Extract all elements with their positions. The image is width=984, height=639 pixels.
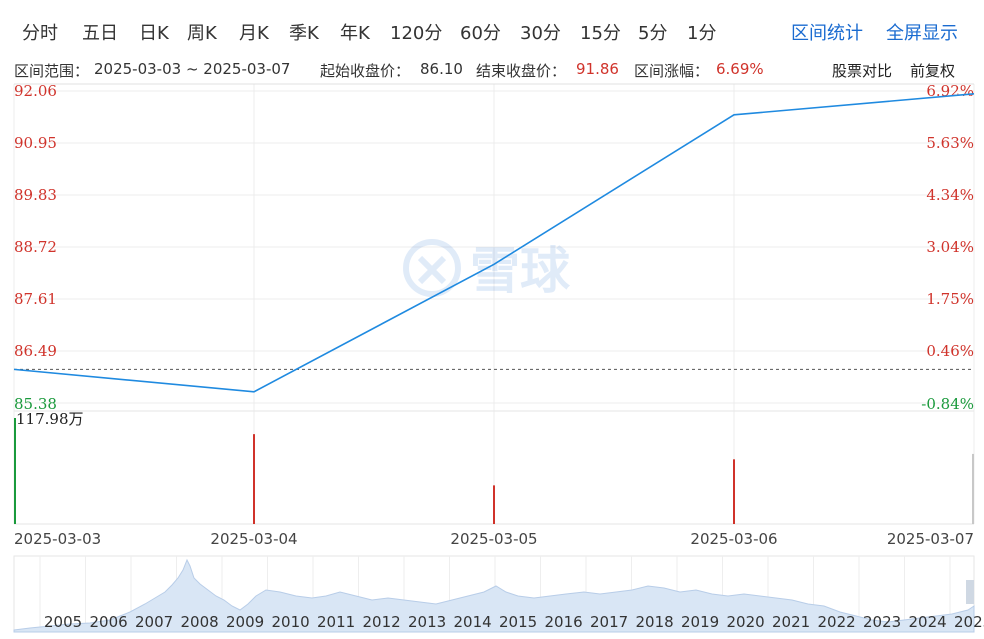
navigator-year: 2025	[954, 613, 984, 631]
navigator-handle[interactable]	[966, 580, 974, 604]
navigator-area	[13, 558, 975, 633]
navigator-year: 2012	[363, 613, 401, 631]
navigator-year: 2008	[181, 613, 219, 631]
interval-stats-button[interactable]: 区间统计	[791, 23, 863, 44]
tab-quarterly-k[interactable]: 季K	[289, 23, 319, 44]
y-tick-percent: 3.04%	[926, 238, 974, 256]
tab-five-day[interactable]: 五日	[82, 23, 118, 44]
y-tick-percent: 1.75%	[926, 290, 974, 308]
navigator-year: 2018	[636, 613, 674, 631]
navigator-year: 2007	[135, 613, 173, 631]
date-label: 2025-03-06	[690, 530, 777, 548]
watermark-text: 雪球	[470, 242, 571, 300]
date-label: 2025-03-07	[887, 530, 974, 548]
stock-compare-button[interactable]: 股票对比	[832, 62, 893, 80]
range-label: 区间范围：	[14, 62, 90, 80]
navigator-year: 2014	[454, 613, 492, 631]
interval-info-bar: 区间范围： 2025-03-03 ~ 2025-03-07 起始收盘价： 86.…	[0, 58, 984, 82]
navigator-year: 2024	[909, 613, 947, 631]
adjust-select[interactable]: 前复权	[910, 62, 956, 80]
navigator-year: 2020	[727, 613, 765, 631]
start-close-value: 86.10	[420, 60, 463, 78]
y-tick-percent: 5.63%	[926, 134, 974, 152]
navigator-year: 2009	[226, 613, 264, 631]
date-label: 2025-03-04	[210, 530, 297, 548]
tab-120min[interactable]: 120分	[390, 23, 443, 44]
y-tick-price: 92.06	[14, 82, 57, 100]
navigator-year: 2013	[408, 613, 446, 631]
tab-yearly-k[interactable]: 年K	[340, 23, 370, 44]
end-close-label: 结束收盘价：	[476, 62, 567, 80]
navigator-year: 2016	[545, 613, 583, 631]
navigator-year: 2011	[317, 613, 355, 631]
tab-monthly-k[interactable]: 月K	[239, 23, 269, 44]
tab-60min[interactable]: 60分	[460, 23, 501, 44]
tab-30min[interactable]: 30分	[520, 23, 561, 44]
history-navigator[interactable]: 2005 2006 2007 2008 2009 2010 2011 2012 2013 2014…	[13, 555, 984, 633]
volume-max-label: 117.98万	[16, 410, 84, 428]
tab-daily-k[interactable]: 日K	[139, 23, 169, 44]
navigator-year: 2006	[90, 613, 128, 631]
date-axis-labels: 2025-03-03 2025-03-04 2025-03-05 2025-03-06…	[14, 530, 974, 548]
navigator-year-labels: 2005 2006 2007 2008 2009 2010 2011 2012 2013 2014…	[44, 613, 984, 631]
date-label: 2025-03-05	[450, 530, 537, 548]
navigator-year: 2023	[863, 613, 901, 631]
y-tick-price: 85.38	[14, 395, 57, 413]
navigator-year: 2005	[44, 613, 82, 631]
y-tick-percent: 0.46%	[926, 342, 974, 360]
navigator-year: 2010	[272, 613, 310, 631]
y-tick-price: 86.49	[14, 342, 57, 360]
y-tick-price: 88.72	[14, 238, 57, 256]
navigator-year: 2021	[772, 613, 810, 631]
end-close-value: 91.86	[576, 60, 619, 78]
navigator-year: 2022	[818, 613, 856, 631]
price-line	[13, 93, 975, 393]
period-toolbar: 分时 五日 日K 周K 月K 季K 年K 120分 60分 30分 15分 5分…	[0, 0, 984, 56]
change-value: 6.69%	[716, 60, 764, 78]
y-axis-price-labels: 92.06 90.95 89.83 88.72 87.61 86.49 85.38	[14, 82, 57, 413]
price-grid	[13, 83, 975, 524]
navigator-year: 2017	[590, 613, 628, 631]
fullscreen-button[interactable]: 全屏显示	[886, 23, 958, 44]
y-tick-price: 87.61	[14, 290, 57, 308]
tab-1min[interactable]: 1分	[687, 23, 717, 44]
tab-5min[interactable]: 5分	[638, 23, 668, 44]
volume-bars	[14, 418, 974, 524]
y-tick-percent: -0.84%	[921, 395, 974, 413]
y-tick-price: 90.95	[14, 134, 57, 152]
xueqiu-watermark: 雪球	[403, 239, 571, 300]
navigator-year: 2019	[681, 613, 719, 631]
y-tick-price: 89.83	[14, 186, 57, 204]
tab-weekly-k[interactable]: 周K	[187, 23, 217, 44]
date-label: 2025-03-03	[14, 530, 101, 548]
start-close-label: 起始收盘价：	[320, 62, 411, 80]
change-label: 区间涨幅：	[634, 62, 710, 80]
tab-intraday[interactable]: 分时	[22, 23, 58, 44]
y-tick-percent: 4.34%	[926, 186, 974, 204]
navigator-year: 2015	[499, 613, 537, 631]
tab-15min[interactable]: 15分	[580, 23, 621, 44]
range-value: 2025-03-03 ~ 2025-03-07	[94, 60, 291, 78]
y-axis-percent-labels: 6.92%5.63%4.34%3.04%1.75%0.46%-0.84%	[921, 82, 974, 413]
